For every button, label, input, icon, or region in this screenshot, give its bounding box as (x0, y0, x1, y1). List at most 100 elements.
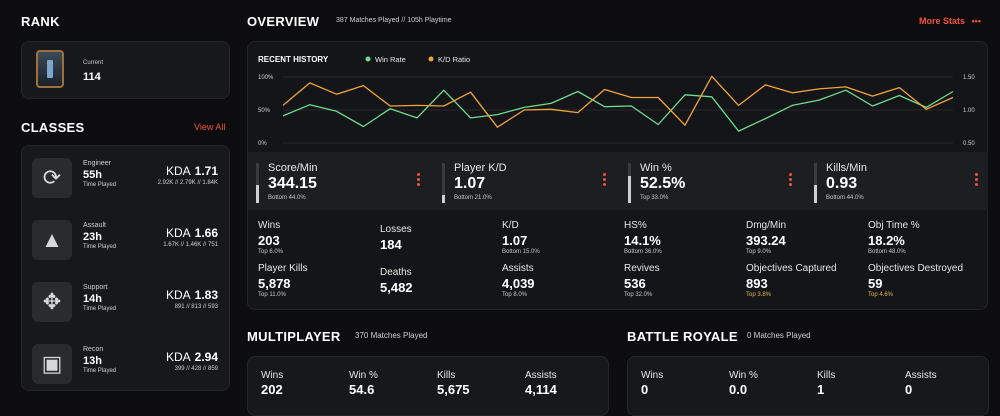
class-row-assault[interactable]: ▲ Assault 23h Time Played KDA 1.66 1.67K // 1.… (22, 212, 230, 270)
class-kda-value: 2.94 (194, 350, 218, 364)
key-stat-card[interactable]: Player K/D 1.07 Bottom 21.0% (442, 157, 614, 207)
class-kda-label: KDA (165, 288, 191, 302)
stat-sub: Top 11.0% (258, 292, 286, 298)
stat-name: Losses (380, 224, 412, 235)
legend-label-0: Win Rate (375, 55, 406, 64)
percentile-bar-fill (442, 195, 445, 203)
key-stat-title: Kills/Min (826, 162, 867, 174)
class-name: Engineer (83, 160, 112, 167)
more-stats-label: More Stats (919, 16, 966, 26)
battle-royale-stat-win-: Win % 0.0 (729, 370, 758, 397)
key-stat-sub: Top 33.0% (640, 195, 669, 201)
right-tick-0: 1.50 (963, 75, 975, 81)
stat-name: Objectives Captured (746, 263, 837, 274)
class-kda: KDA 1.66 (166, 226, 218, 240)
ellipsis-icon[interactable]: ••• (971, 16, 981, 26)
stat-wins: Wins 203 Top 6.0% (258, 220, 283, 255)
stat-sub: Bottom 48.0% (868, 249, 906, 255)
key-stat-value: 344.15 (268, 175, 317, 192)
kebab-menu-icon[interactable] (417, 173, 420, 188)
overview-title: OVERVIEW (247, 14, 320, 29)
mode-stat-value: 0.0 (729, 382, 748, 397)
multiplayer-stat-kills: Kills 5,675 (437, 370, 470, 397)
key-stat-card[interactable]: Score/Min 344.15 Bottom 44.0% (256, 157, 428, 207)
class-name: Recon (83, 346, 104, 353)
right-tick-1: 1.00 (963, 108, 975, 114)
class-kda-label: KDA (165, 164, 191, 178)
class-kda-breakdown: 2.92K // 2.79K // 1.84K (157, 180, 218, 186)
recon-class-icon: ▣ (32, 344, 72, 384)
class-time-label: Time Played (83, 368, 117, 374)
stat-sub: Top 6.0% (258, 249, 284, 255)
class-kda: KDA 1.71 (166, 164, 218, 178)
class-kda: KDA 2.94 (166, 350, 218, 364)
stat-sub: Top 32.0% (624, 292, 653, 298)
battle-royale-title: BATTLE ROYALE (627, 329, 738, 344)
series-line-k-d-ratio (282, 75, 954, 128)
stat-obj-time-: Obj Time % 18.2% Bottom 48.0% (868, 220, 920, 255)
engineer-class-icon: ⟳ (32, 158, 72, 198)
key-stat-card[interactable]: Kills/Min 0.93 Bottom 44.0% (814, 157, 986, 207)
class-time: 23h (83, 231, 102, 243)
kebab-menu-icon[interactable] (789, 173, 792, 188)
more-stats-link[interactable]: More Stats ••• (919, 16, 981, 26)
legend-dot-1 (428, 56, 434, 62)
assault-class-icon: ▲ (32, 220, 72, 260)
multiplayer-panel[interactable] (247, 356, 609, 416)
battle-royale-stat-assists: Assists 0 (905, 370, 937, 397)
stat-value: 5,482 (380, 280, 413, 295)
classes-view-all-link[interactable]: View All (194, 122, 226, 132)
kebab-menu-icon[interactable] (603, 173, 606, 188)
mode-stat-name: Assists (525, 370, 557, 381)
mode-stat-value: 54.6 (349, 382, 375, 397)
stat-sub: Top 4.6% (868, 292, 894, 298)
key-stat-card[interactable]: Win % 52.5% Top 33.0% (628, 157, 800, 207)
key-stat-title: Win % (640, 162, 672, 174)
support-class-icon: ✥ (32, 282, 72, 322)
key-stat-title: Player K/D (454, 162, 507, 174)
stat-value: 893 (746, 276, 768, 291)
stat-value: 5,878 (258, 276, 291, 291)
stat-value: 203 (258, 233, 280, 248)
percentile-bar-fill (814, 185, 817, 203)
mode-stat-name: Win % (349, 370, 378, 381)
legend-dot-0 (365, 56, 371, 62)
mode-stat-value: 5,675 (437, 382, 470, 397)
chart-title: RECENT HISTORY (258, 55, 329, 64)
classes-title: CLASSES (21, 120, 85, 135)
stat-sub: Bottom 36.0% (624, 249, 662, 255)
class-row-engineer[interactable]: ⟳ Engineer 55h Time Played KDA 1.71 2.92K // 2… (22, 150, 230, 208)
stat-name: Deaths (380, 267, 412, 278)
key-stat-value: 52.5% (640, 175, 686, 192)
class-kda-breakdown: 399 // 428 // 859 (174, 366, 218, 372)
stat-name: Obj Time % (868, 220, 920, 231)
class-row-recon[interactable]: ▣ Recon 13h Time Played KDA 2.94 399 // 428 //… (22, 336, 230, 394)
class-kda-breakdown: 1.67K // 1.46K // 751 (163, 242, 218, 248)
class-row-support[interactable]: ✥ Support 14h Time Played KDA 1.83 891 // 813 … (22, 274, 230, 332)
stat-sub: Bottom 15.0% (502, 249, 540, 255)
class-time-label: Time Played (83, 244, 117, 250)
stat-value: 4,039 (502, 276, 535, 291)
multiplayer-stat-win-: Win % 54.6 (349, 370, 378, 397)
stat-name: Objectives Destroyed (868, 263, 964, 274)
left-tick-1: 50% (258, 108, 271, 114)
rank-badge-icon (36, 50, 64, 88)
recent-history-chart: RECENT HISTORY Win Rate K/D Ratio 100% 50%… (258, 55, 975, 147)
stat-name: Dmg/Min (746, 220, 787, 231)
rank-title: RANK (21, 14, 60, 29)
percentile-bar-fill (256, 185, 259, 203)
mode-stat-name: Wins (641, 370, 664, 381)
stat-objectives-captured: Objectives Captured 893 Top 3.8% (746, 263, 837, 298)
mode-stat-name: Win % (729, 370, 758, 381)
kebab-menu-icon[interactable] (975, 173, 978, 188)
stat-value: 536 (624, 276, 646, 291)
key-stat-value: 0.93 (826, 175, 858, 192)
key-stat-sub: Bottom 44.0% (268, 195, 306, 201)
class-kda-value: 1.83 (194, 288, 218, 302)
mode-stat-name: Assists (905, 370, 937, 381)
multiplayer-subtitle: 370 Matches Played (355, 331, 428, 340)
stat-assists: Assists 4,039 Top 8.0% (502, 263, 535, 298)
class-kda-breakdown: 891 // 813 // 593 (174, 304, 218, 310)
stat-dmg-min: Dmg/Min 393.24 Top 9.0% (746, 220, 786, 255)
rank-card[interactable]: Current 114 (21, 41, 230, 99)
